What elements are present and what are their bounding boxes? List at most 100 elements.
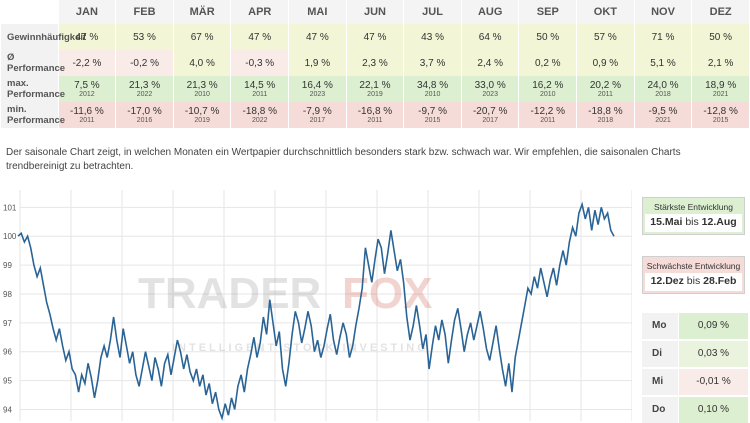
cell-year: 2022 [136, 90, 153, 98]
cell-value: -2,2 % [72, 57, 102, 69]
y-tick-label: 99 [3, 261, 12, 270]
y-tick-label: 98 [3, 290, 12, 299]
cell-value: 7,5 % [74, 79, 100, 91]
cell-value: 22,1 % [359, 79, 391, 91]
y-tick-label: 95 [3, 377, 12, 386]
strongest-to: 12.Aug [701, 216, 737, 228]
cell-value: 14,5 % [244, 79, 276, 91]
cell-value: -17,0 % [127, 105, 162, 117]
stats-cell: 47 % [346, 24, 404, 50]
cell-value: 2,1 % [707, 57, 734, 69]
stats-cell: -9,7 % 2015 [404, 102, 461, 128]
cell-value: -0,3 % [245, 57, 275, 69]
stats-cell: -12,8 % 2015 [692, 102, 749, 128]
stats-cell: -9,5 % 2021 [634, 102, 692, 128]
cell-value: 57 % [594, 31, 617, 43]
row-label: Ø Performance [1, 50, 65, 76]
cell-value: 3,7 % [419, 57, 446, 69]
cell-value: 5,1 % [650, 57, 676, 69]
cell-value: 33,0 % [474, 79, 506, 91]
stats-cell: 1,9 % [289, 50, 346, 76]
cell-value: -18,8 % [588, 105, 623, 117]
traderfox-watermark: TRADER FOX INTELLIGENT STOCK INVESTING [138, 269, 432, 354]
stats-cell: 57 % [577, 24, 634, 50]
cell-year: 2015 [712, 116, 729, 124]
chart-grid [19, 190, 632, 421]
stats-cell: 3,7 % [404, 50, 461, 76]
stats-cell: 64 % [461, 24, 519, 50]
cell-value: 0,2 % [535, 57, 561, 69]
stats-cell: 47 % [58, 24, 116, 50]
corner-cell [1, 0, 58, 24]
y-tick-label: 101 [3, 203, 17, 212]
cell-year: 2023 [309, 90, 326, 98]
cell-value: -12,8 % [703, 105, 738, 117]
stats-cell: -7,9 % 2017 [289, 102, 346, 128]
cell-year: 2011 [597, 90, 613, 98]
y-tick-label: 100 [3, 232, 17, 241]
watermark-tagline: INTELLIGENT STOCK INVESTING [172, 342, 429, 354]
cell-year: 2017 [309, 116, 326, 124]
stats-row: max. Performance 7,5 % 2012 21,3 % 2022 21,3 … [1, 76, 749, 102]
y-tick-label: 94 [3, 405, 12, 414]
stats-cell: 18,9 % 2021 [692, 76, 749, 102]
stats-cell: 14,5 % 2011 [231, 76, 289, 102]
y-tick-label: 97 [3, 319, 12, 328]
month-header-row: JAN FEB MÄR APR MAI JUN JUL AUG SEP OKT NOV DEZ [1, 0, 749, 24]
month-header-1: FEB [116, 0, 173, 24]
weekday-row: Do 0,10 % [642, 397, 748, 423]
stats-cell: -0,3 % [231, 50, 289, 76]
cell-value: 71 % [651, 31, 675, 43]
stats-cell: 20,2 % 2011 [577, 76, 634, 102]
cell-year: 2018 [655, 90, 671, 98]
cell-value: -18,8 % [242, 105, 277, 117]
cell-value: 64 % [478, 31, 502, 43]
strongest-bis: bis [682, 216, 702, 228]
cell-year: 2015 [424, 116, 441, 124]
cell-value: -20,7 % [472, 105, 508, 117]
cell-value: 4,0 % [189, 57, 215, 69]
seasonal-stats-table: JAN FEB MÄR APR MAI JUN JUL AUG SEP OKT NOV DEZ Gew… [0, 0, 750, 128]
month-header-3: APR [231, 0, 289, 24]
cell-value: 34,8 % [417, 79, 449, 91]
watermark-brand-b: FOX [342, 269, 432, 318]
row-label: Gewinnhäufigkeit [1, 24, 86, 50]
weakest-period-box: Schwächste Entwicklung 12.Dez bis 28.Feb [642, 256, 745, 294]
stats-cell: 0,2 % [519, 50, 577, 76]
cell-value: -9,7 % [418, 105, 448, 117]
month-header-8: SEP [519, 0, 577, 24]
weakest-to: 28.Feb [703, 275, 737, 287]
cell-year: 2018 [597, 116, 614, 124]
weakest-range: 12.Dez bis 28.Feb [645, 273, 742, 291]
stats-cell: 2,4 % [461, 50, 519, 76]
stats-cell: -20,7 % 2017 [461, 102, 519, 128]
cell-value: -9,5 % [648, 105, 678, 117]
stats-cell: 16,2 % 2010 [519, 76, 577, 102]
cell-value: 47 % [75, 31, 99, 43]
cell-value: 47 % [363, 31, 387, 43]
strongest-range: 15.Mai bis 12.Aug [645, 214, 742, 232]
stats-cell: 50 % [692, 24, 749, 50]
stats-cell: 22,1 % 2019 [346, 76, 404, 102]
cell-value: 43 % [421, 31, 444, 43]
stats-cell: -18,8 % 2022 [231, 102, 289, 128]
cell-value: 21,3 % [186, 79, 218, 91]
stats-cell: 4,0 % [173, 50, 231, 76]
stats-cell: 47 % [231, 24, 289, 50]
stats-row: Ø Performance -2,2 % -0,2 % 4,0 % -0,3 % 1,9 … [1, 50, 749, 76]
stats-cell: -18,8 % 2018 [577, 102, 634, 128]
cell-year: 2019 [194, 116, 210, 124]
weekday-value: 0,09 % [679, 313, 748, 339]
cell-year: 2017 [482, 116, 498, 124]
strongest-period-box: Stärkste Entwicklung 15.Mai bis 12.Aug [642, 197, 745, 235]
cell-value: 2,4 % [477, 57, 503, 69]
cell-year: 2021 [655, 116, 671, 124]
month-header-0: JAN [58, 0, 116, 24]
cell-value: 18,9 % [705, 79, 737, 91]
stats-cell: 21,3 % 2022 [116, 76, 173, 102]
strongest-from: 15.Mai [650, 216, 683, 228]
cell-value: 50 % [709, 31, 733, 43]
cell-year: 2011 [367, 116, 383, 124]
cell-year: 2010 [424, 90, 441, 98]
stats-cell: 16,4 % 2023 [289, 76, 346, 102]
